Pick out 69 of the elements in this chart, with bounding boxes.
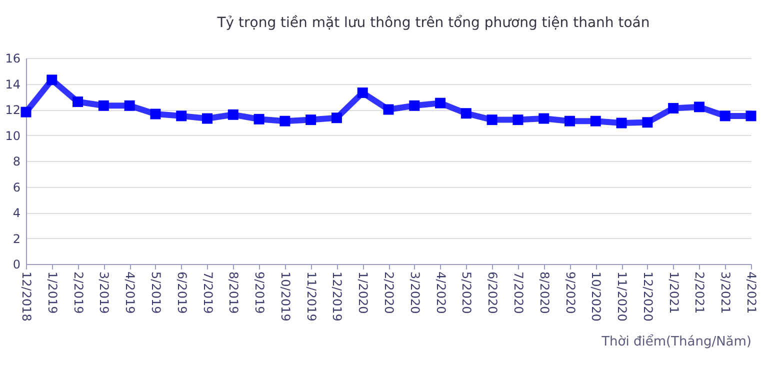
point <box>590 116 601 126</box>
point <box>383 104 394 115</box>
point <box>694 102 704 112</box>
x-tick-label: 4/2019 <box>123 272 138 314</box>
point <box>254 114 264 124</box>
y-tick-label: 6 <box>12 180 20 194</box>
x-tick-label: 11/2020 <box>615 272 630 322</box>
point <box>72 96 84 108</box>
point <box>202 113 212 124</box>
x-tick-label: 1/2019 <box>45 272 60 314</box>
x-tick-label: 9/2020 <box>563 272 578 314</box>
point <box>564 116 575 126</box>
point <box>486 114 498 126</box>
point <box>668 102 679 114</box>
x-tick-label: 3/2019 <box>97 272 112 314</box>
y-tick-label: 16 <box>5 52 20 66</box>
x-tick-label: 7/2020 <box>511 272 526 314</box>
y-tick-label: 8 <box>12 154 20 168</box>
x-tick-label: 4/2021 <box>744 272 758 314</box>
point <box>538 113 550 124</box>
point <box>746 110 756 122</box>
point <box>642 117 653 128</box>
point <box>331 112 342 124</box>
x-tick-label: 5/2019 <box>148 272 163 314</box>
y-tick-label: 14 <box>5 77 20 92</box>
y-tick-label: 4 <box>12 206 20 220</box>
chart-title: Tỷ trọng tiền mặt lưu thông trên tổng phương tiện thanh toán <box>216 14 650 31</box>
x-tick-label: 3/2020 <box>408 272 422 314</box>
point <box>176 110 187 122</box>
point <box>720 110 730 122</box>
x-axis-title: Thời điểm(Tháng/Năm) <box>600 333 752 350</box>
x-tick-label: 2/2019 <box>71 272 86 314</box>
point <box>357 88 368 98</box>
point <box>98 100 109 111</box>
x-tick-label: 5/2020 <box>460 272 474 314</box>
x-tick-label: 2/2021 <box>692 272 707 314</box>
x-tick-label: 7/2019 <box>200 272 215 314</box>
point <box>616 118 627 128</box>
y-tick-label: 12 <box>5 103 20 117</box>
x-tick-label: 9/2019 <box>252 272 267 314</box>
x-tick-label: 12/2019 <box>330 272 344 322</box>
x-tick-label: 6/2019 <box>174 272 189 314</box>
x-tick-label: 10/2020 <box>589 272 604 322</box>
x-tick-label: 12/2020 <box>640 272 655 322</box>
y-tick-label: 2 <box>12 232 20 246</box>
point <box>46 74 58 86</box>
point <box>435 98 446 108</box>
x-tick-label: 11/2019 <box>304 272 318 322</box>
point <box>150 108 161 120</box>
point <box>306 114 316 126</box>
x-tick-label: 3/2021 <box>718 272 733 314</box>
x-tick-label: 1/2020 <box>356 272 370 314</box>
x-tick-label: 2/2020 <box>382 272 396 314</box>
x-tick-label: 12/2018 <box>20 272 34 322</box>
point <box>20 106 32 118</box>
x-tick-label: 1/2021 <box>666 272 681 314</box>
point <box>280 116 290 126</box>
y-tick-label: 10 <box>5 128 20 143</box>
point <box>228 109 238 120</box>
point <box>124 100 135 111</box>
x-tick-label: 8/2020 <box>537 272 552 314</box>
x-tick-label: 4/2020 <box>434 272 448 314</box>
x-tick-label: 10/2019 <box>278 272 292 322</box>
x-tick-label: 6/2020 <box>486 272 500 314</box>
x-tick-label: 8/2019 <box>226 272 241 314</box>
point <box>409 100 420 111</box>
point <box>512 114 524 126</box>
point <box>460 108 472 119</box>
y-tick-label: 0 <box>12 258 20 272</box>
